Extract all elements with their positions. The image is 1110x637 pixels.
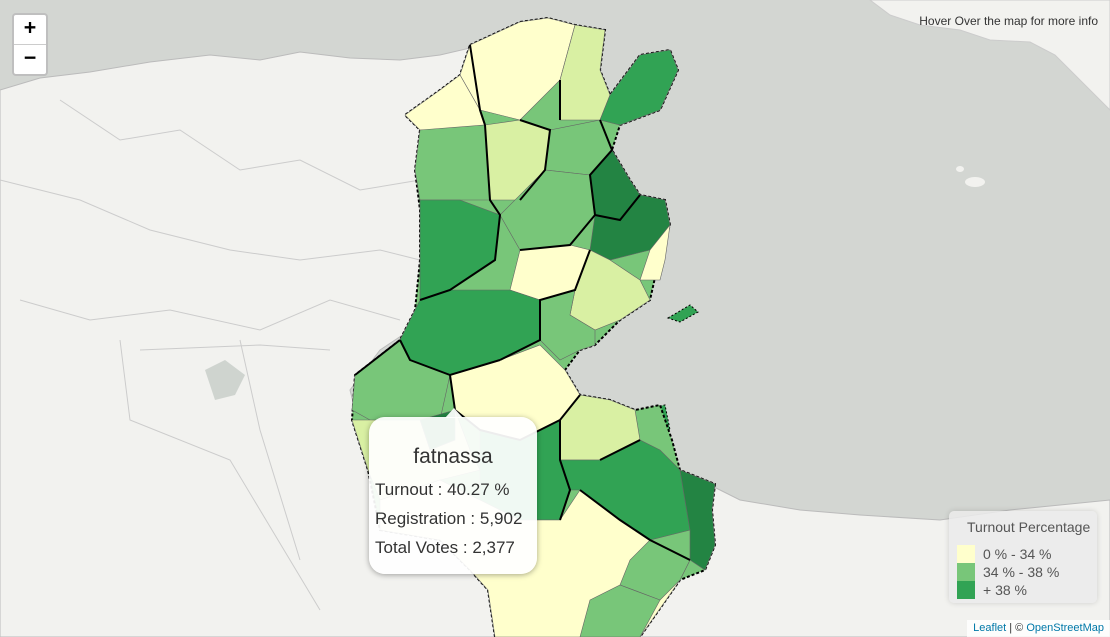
- legend-item-high: + 38 %: [957, 581, 1027, 599]
- region-jendouba[interactable]: [414, 124, 491, 201]
- land-gozo: [956, 166, 964, 172]
- popup-turnout: Turnout : 40.27 %: [375, 480, 510, 499]
- land-kerkennah: [666, 304, 699, 323]
- region-zarzis[interactable]: [679, 469, 716, 571]
- legend-swatch-high: [957, 581, 975, 599]
- popup-tip: [445, 408, 463, 418]
- lake: [205, 360, 245, 400]
- legend-title: Turnout Percentage: [967, 519, 1091, 535]
- legend-label-low: 0 % - 34 %: [983, 546, 1052, 562]
- municipality-popup: fatnassa Turnout : 40.27 % Registration …: [369, 408, 537, 574]
- region-south[interactable]: [579, 584, 661, 637]
- land-malta: [965, 177, 985, 187]
- zoom-out-button[interactable]: −: [14, 44, 46, 74]
- osm-link[interactable]: OpenStreetMap: [1026, 622, 1104, 634]
- attribution: Leaflet | © OpenStreetMap: [967, 620, 1110, 637]
- zoom-control: + −: [12, 13, 48, 76]
- leaflet-link[interactable]: Leaflet: [973, 622, 1007, 634]
- land-italy: [869, 0, 1110, 111]
- popup-registration: Registration : 5,902: [375, 509, 523, 528]
- legend: Turnout Percentage 0 % - 34 % 34 % - 38 …: [949, 511, 1097, 603]
- legend-swatch-low: [957, 545, 975, 563]
- legend-item-low: 0 % - 34 %: [957, 545, 1051, 563]
- legend-label-high: + 38 %: [983, 582, 1027, 598]
- popup-total-votes: Total Votes : 2,377: [375, 538, 515, 557]
- governorate-borders: [354, 44, 691, 561]
- region-sidibouzid[interactable]: [539, 289, 596, 361]
- popup-title: fatnassa: [413, 445, 493, 468]
- legend-label-mid: 34 % - 38 %: [983, 564, 1060, 580]
- legend-item-mid: 34 % - 38 %: [957, 563, 1059, 581]
- hover-info-text: Hover Over the map for more info: [919, 14, 1098, 28]
- algeria-borders: [0, 99, 421, 611]
- legend-swatch-mid: [957, 563, 975, 581]
- zoom-in-button[interactable]: +: [23, 15, 37, 39]
- region-nabeul-north[interactable]: [599, 49, 679, 126]
- region-monastir[interactable]: [639, 223, 671, 281]
- attribution-separator: | ©: [1006, 622, 1027, 634]
